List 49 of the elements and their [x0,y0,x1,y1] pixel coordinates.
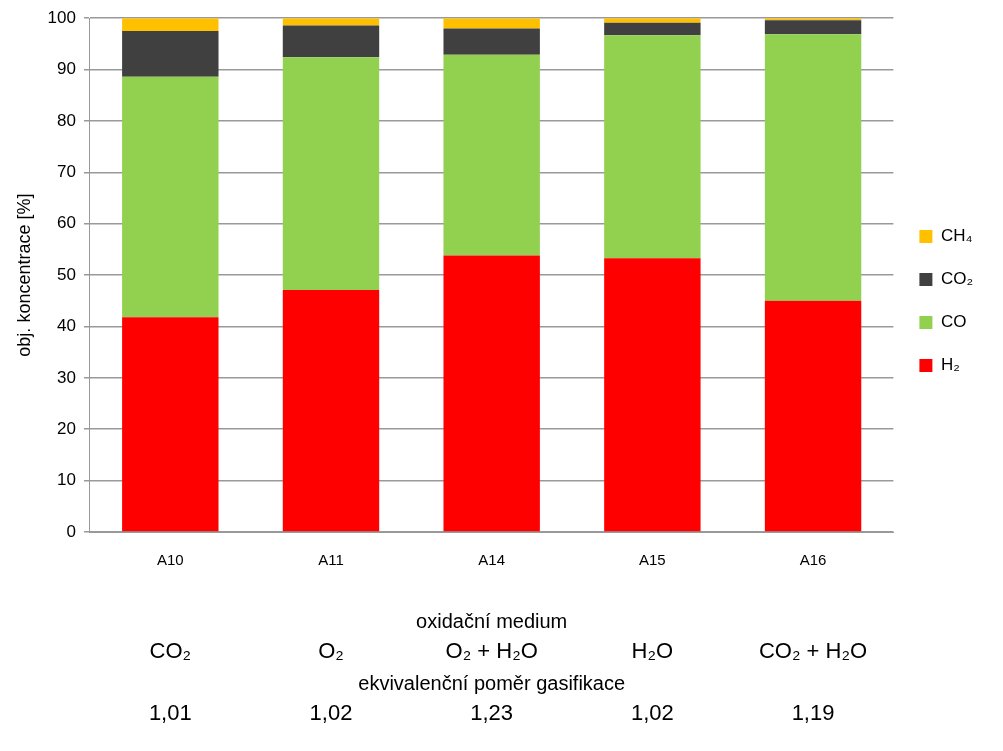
y-tick-label: 0 [66,521,76,541]
bar [122,317,219,532]
y-tick-label: 80 [57,110,76,130]
bar [443,255,540,532]
bar [443,54,540,256]
bar [282,25,380,58]
text: H₂O [631,638,674,664]
bar [122,18,219,32]
text: 1,01 [148,700,192,726]
text: 1,02 [630,700,674,726]
y-axis-title: obj. koncentrace [%] [13,193,34,357]
legend-label: H₂ [940,355,960,375]
y-tick-label: 20 [57,418,76,438]
text: CO₂ [149,638,192,664]
text: 1,02 [309,700,353,726]
legend-label: CH₄ [940,226,973,246]
y-tick-label: 90 [57,59,76,79]
legend-label: CO₂ [940,269,974,289]
y-tick-label: 10 [57,470,76,490]
x-tick-label: A14 [478,551,506,569]
bar [764,20,862,35]
y-tick-label: 70 [57,162,76,182]
x-tick-label: A11 [318,551,344,569]
y-tick-label: 100 [47,7,76,27]
y-tick-label: 40 [57,316,76,336]
bar [282,290,380,532]
x-tick-label: A10 [156,551,184,569]
text: CO₂ + H₂O [758,638,868,664]
text: oxidační medium [416,610,568,633]
bar [122,76,219,318]
bar [122,31,219,77]
legend-label: CO [940,312,967,332]
y-tick-label: 30 [57,367,76,387]
x-tick-label: A16 [799,551,827,569]
bar [604,22,701,36]
y-tick-label: 60 [57,213,76,233]
y-tick-label: 50 [57,264,76,284]
x-tick-label: A15 [639,551,666,569]
text: 1,23 [470,700,514,726]
bar [604,258,701,532]
bar [604,35,701,259]
text: ekvivalenční poměr gasifikace [358,672,626,695]
bar [443,28,540,55]
bar [282,57,380,290]
text: O₂ [318,638,344,664]
text: 1,19 [791,700,835,726]
text: O₂ + H₂O [445,638,538,664]
bar [764,34,862,301]
bar [764,300,862,532]
